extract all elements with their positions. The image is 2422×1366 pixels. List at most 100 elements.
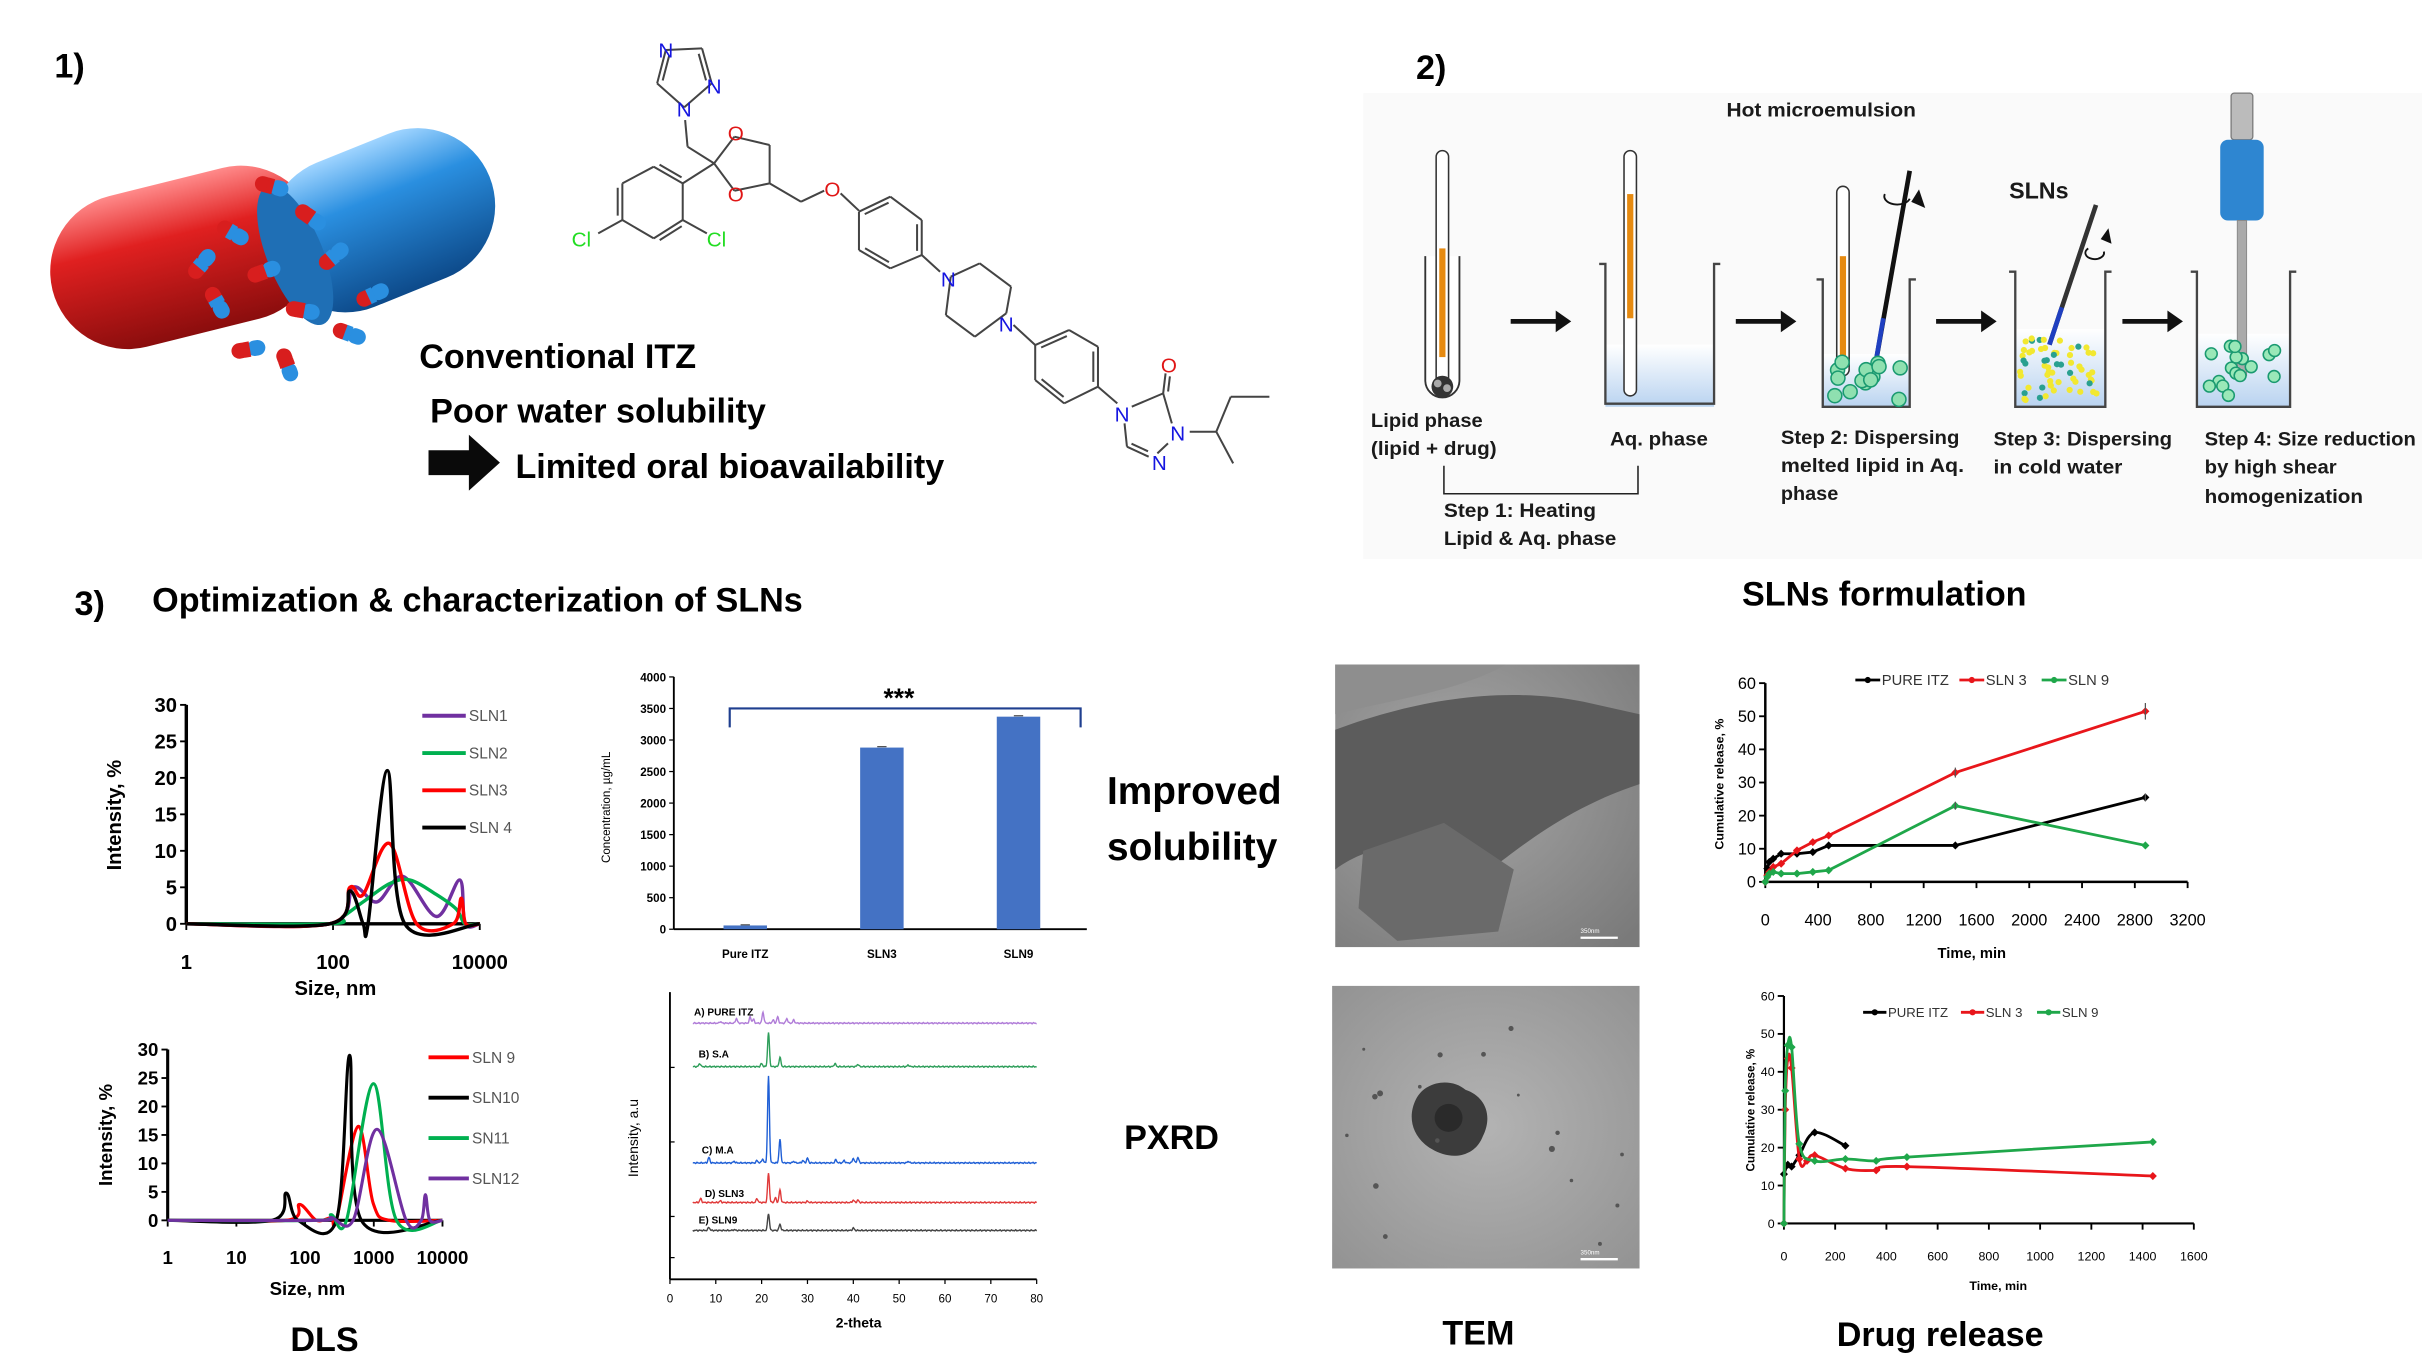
lipid-phase-label: Lipid phase <box>1371 410 1483 432</box>
sln-formulation-caption: SLNs formulation <box>1742 576 2027 614</box>
y-tick-label: 5 <box>166 877 177 899</box>
legend-label: SLN 3 <box>1986 673 2027 689</box>
sln-particle <box>2267 369 2281 384</box>
sln-particle <box>2019 352 2026 359</box>
atom-n: N <box>1115 404 1130 427</box>
x-tick-label: 80 <box>1030 1293 1043 1306</box>
bond <box>839 192 860 212</box>
legend-label: SLN2 <box>469 745 508 762</box>
x-tick-label: 400 <box>1804 911 1831 929</box>
tem-particle <box>1620 1152 1624 1157</box>
sln-particle <box>2066 386 2073 394</box>
mini-pill <box>254 176 289 197</box>
aq-phase-label: Aq. phase <box>1610 429 1708 451</box>
atom-o: O <box>728 184 744 207</box>
significance-bracket <box>728 707 1082 728</box>
tem-particle <box>1437 1052 1443 1058</box>
bond <box>945 314 976 338</box>
bond <box>1215 396 1232 433</box>
bond <box>597 219 623 235</box>
hot-microemulsion-label: Hot microemulsion <box>1726 99 1915 121</box>
sln-particle <box>2042 393 2049 400</box>
bond <box>713 136 736 164</box>
tem-particle <box>1548 1145 1555 1152</box>
x-axis-label: Size, nm <box>270 1278 346 1299</box>
x-tick-label: 60 <box>939 1293 952 1306</box>
bond <box>682 162 715 185</box>
panel-3-title: Optimization & characterization of SLNs <box>152 582 803 620</box>
step4-label: Step 4: Size reduction <box>2205 429 2416 451</box>
data-point <box>1779 1219 1788 1228</box>
chart-release-2: 0 200 400 600 800 1000 1200 1400 1600 0 10 20 30 40 50… <box>1744 989 2207 1293</box>
step3-label-2: in cold water <box>1994 457 2123 479</box>
panel-3-label: 3) <box>75 585 105 623</box>
tem-particle <box>1345 1133 1349 1138</box>
x-tick-label: 200 <box>1825 1250 1846 1264</box>
panel-1-label: 1) <box>54 48 84 86</box>
data-point <box>1777 859 1786 868</box>
homogenizer-head <box>2230 92 2254 141</box>
sln-particle <box>2040 336 2047 343</box>
bar-pure-itz <box>723 925 767 930</box>
bond <box>621 219 655 240</box>
sln-particle <box>2068 344 2075 352</box>
y-tick-label: 20 <box>155 768 177 790</box>
improved-caption: Improved <box>1107 770 1282 813</box>
x-tick-label: 10000 <box>417 1247 469 1268</box>
x-tick-label: 40 <box>847 1293 860 1306</box>
sln-process-diagram <box>1363 92 2422 559</box>
dls-caption: DLS <box>290 1321 358 1359</box>
legend-label: SLN12 <box>472 1171 519 1188</box>
y-tick-label: 60 <box>1738 675 1756 693</box>
arrow-right-icon <box>1510 310 1572 333</box>
double-bond <box>661 54 671 81</box>
y-tick-label: 500 <box>647 892 666 905</box>
chart-dls-2: 1 10 100 1000 10000 0 5 10 15 20 25 30 Size, nm Inten… <box>95 1039 520 1299</box>
bond <box>769 182 802 203</box>
y-tick-label: 40 <box>1738 741 1756 759</box>
y-tick-label: 0 <box>1768 1217 1775 1231</box>
sln-particle <box>2047 382 2054 389</box>
data-point <box>2141 841 2150 850</box>
sln-particle <box>2086 380 2093 387</box>
sln-particle <box>2041 344 2049 352</box>
y-tick-label: 0 <box>148 1210 158 1231</box>
y-tick-label: 25 <box>138 1068 159 1089</box>
particles <box>1827 335 2282 408</box>
atom-n: N <box>707 75 722 98</box>
trace-label: B) S.A <box>699 1049 730 1060</box>
significance-stars: *** <box>884 683 916 713</box>
tem-particle <box>1362 1047 1366 1051</box>
arrow-right-icon <box>428 434 500 491</box>
series-line-sln-9 <box>167 1124 443 1228</box>
sln-particle <box>2017 372 2024 379</box>
legend-marker <box>1864 676 1871 684</box>
bond <box>1123 423 1128 447</box>
lipid-phase-sublabel: (lipid + drug) <box>1371 438 1497 460</box>
y-axis-label: Cumulative release, % <box>1744 1048 1757 1171</box>
series-line-sln-3 <box>1782 1052 2153 1224</box>
double-bond <box>864 247 890 264</box>
bond <box>800 189 825 203</box>
sln-particle <box>2050 387 2057 394</box>
pxrd-trace <box>692 1010 1037 1025</box>
x-tick-label: 1200 <box>1906 911 1942 929</box>
legend-marker <box>2050 676 2058 684</box>
sln-particle <box>2039 384 2046 391</box>
sln-particle <box>2041 357 2048 364</box>
x-tick-label: 70 <box>984 1293 997 1306</box>
sln-particle <box>2078 366 2085 373</box>
x-tick-label: 1600 <box>1958 911 1994 929</box>
drug-release-caption: Drug release <box>1837 1316 2044 1354</box>
y-tick-label: 30 <box>1761 1103 1775 1117</box>
series-line-sln12 <box>167 1127 443 1230</box>
pxrd-trace <box>692 1075 1037 1165</box>
mini-pill <box>247 260 281 283</box>
y-tick-label: 20 <box>138 1096 159 1117</box>
sln-particle <box>2202 379 2217 393</box>
step1-bracket <box>1443 465 1639 495</box>
legend-label: SLN 4 <box>469 820 512 837</box>
bond <box>1034 329 1070 346</box>
x-tick-label: 1200 <box>2078 1250 2106 1264</box>
capsule-red-half <box>50 165 319 350</box>
